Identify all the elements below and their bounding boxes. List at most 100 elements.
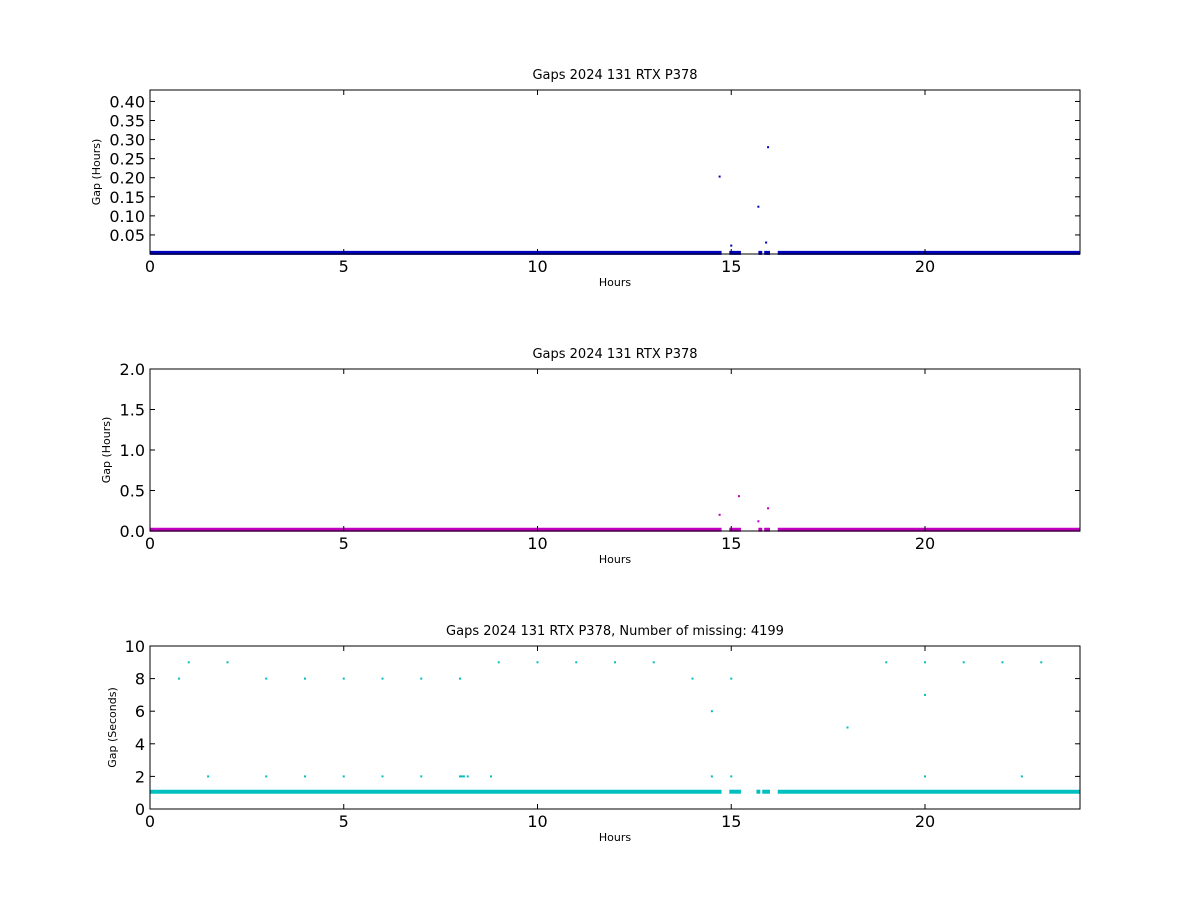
x-tick-label: 0 <box>145 812 155 831</box>
x-tick-label: 0 <box>145 257 155 276</box>
x-tick-label: 10 <box>527 812 547 831</box>
y-tick-label: 1.0 <box>120 441 145 460</box>
data-point <box>765 241 768 244</box>
x-tick-label: 15 <box>721 534 741 553</box>
chart-panel-1: 0 5 10 15 20 0.050.100.150.200.250.300.350.40… <box>90 68 1081 289</box>
data-point <box>652 661 655 664</box>
data-point <box>420 677 423 680</box>
x-tick-label: 20 <box>915 812 935 831</box>
data-point <box>767 507 770 510</box>
chart-panel-2: 0 5 10 15 20 0.0 0.5 1.0 1.5 2.0 Gaps 2024 131 RTX… <box>100 347 1081 566</box>
y-tick-label: 4 <box>135 735 145 754</box>
data-point <box>207 775 210 778</box>
data-point <box>710 775 713 778</box>
y-tick-label: 0.10 <box>109 207 145 226</box>
y-tick-label: 0 <box>135 800 145 819</box>
y-axis-label: Gap (Hours) <box>100 417 113 484</box>
y-tick-label: 0.5 <box>120 482 145 501</box>
data-point <box>962 661 965 664</box>
plot-frame <box>149 368 1081 532</box>
y-axis-label: Gap (Hours) <box>90 139 103 206</box>
data-point <box>466 775 469 778</box>
y-tick-label: 1.5 <box>120 401 145 420</box>
data-point <box>924 693 926 696</box>
data-point <box>718 513 721 516</box>
data-point <box>381 775 384 778</box>
data-point <box>178 677 181 680</box>
data-point <box>691 677 694 680</box>
data-point <box>767 146 770 149</box>
data-point <box>459 775 461 778</box>
y-tick-label: 0.40 <box>109 92 145 111</box>
chart-panel-3: 0 5 10 15 20 0 2 4 6 8 10 Gaps 2024 131 RTX P378, N… <box>106 624 1081 844</box>
data-point <box>1001 661 1004 664</box>
data-point <box>420 775 423 778</box>
data-point <box>304 775 306 778</box>
y-tick-label: 0.05 <box>109 226 145 245</box>
x-tick-label: 5 <box>339 257 349 276</box>
plot-frame <box>149 89 1081 255</box>
data-point <box>1020 775 1023 778</box>
y-tick-label: 0.25 <box>109 150 145 169</box>
data-point <box>718 175 721 178</box>
data-point <box>342 677 345 680</box>
data-point <box>304 677 306 680</box>
data-point <box>462 775 465 778</box>
data-point <box>459 677 461 680</box>
data-point <box>265 677 268 680</box>
data-point <box>536 661 539 664</box>
data-point <box>757 520 760 523</box>
data-point <box>497 661 500 664</box>
data-point <box>265 775 268 778</box>
chart-title: Gaps 2024 131 RTX P378 <box>532 347 697 362</box>
y-tick-label: 0.30 <box>109 131 145 150</box>
data-point <box>1040 661 1043 664</box>
x-tick-label: 5 <box>339 534 349 553</box>
x-tick-label: 20 <box>915 534 935 553</box>
data-point <box>757 205 760 208</box>
data-point <box>710 710 713 713</box>
chart-title: Gaps 2024 131 RTX P378 <box>532 68 697 83</box>
data-point <box>575 661 578 664</box>
data-point <box>738 495 740 498</box>
data-point <box>846 726 849 729</box>
y-tick-label: 10 <box>125 637 145 656</box>
chart-title: Gaps 2024 131 RTX P378, Number of missin… <box>446 624 784 639</box>
data-point <box>381 677 384 680</box>
x-axis-label: Hours <box>599 276 631 289</box>
data-point <box>924 775 926 778</box>
data-point <box>730 775 733 778</box>
data-point <box>730 677 733 680</box>
y-tick-label: 0.20 <box>109 169 145 188</box>
y-tick-label: 6 <box>135 702 145 721</box>
x-tick-label: 20 <box>915 257 935 276</box>
x-tick-label: 10 <box>527 534 547 553</box>
data-point <box>460 775 463 778</box>
x-axis-label: Hours <box>599 831 631 844</box>
y-tick-label: 8 <box>135 670 145 689</box>
data-point <box>1020 251 1023 254</box>
data-point <box>614 661 616 664</box>
data-point <box>730 244 733 247</box>
x-tick-label: 0 <box>145 534 155 553</box>
y-tick-label: 0.0 <box>120 522 145 541</box>
y-tick-label: 2.0 <box>120 360 145 379</box>
data-point <box>490 775 492 778</box>
data-point <box>226 661 229 664</box>
x-tick-label: 5 <box>339 812 349 831</box>
data-point <box>924 661 926 664</box>
x-axis-label: Hours <box>599 553 631 566</box>
x-tick-label: 15 <box>721 257 741 276</box>
plot-frame <box>149 645 1081 810</box>
y-axis-label: Gap (Seconds) <box>106 687 119 768</box>
y-tick-label: 0.15 <box>109 188 145 207</box>
data-point <box>885 661 888 664</box>
x-tick-label: 15 <box>721 812 741 831</box>
y-tick-label: 2 <box>135 767 145 786</box>
y-tick-label: 0.35 <box>109 112 145 131</box>
data-point <box>187 661 190 664</box>
data-point <box>342 775 345 778</box>
data-point <box>462 251 465 254</box>
x-tick-label: 10 <box>527 257 547 276</box>
